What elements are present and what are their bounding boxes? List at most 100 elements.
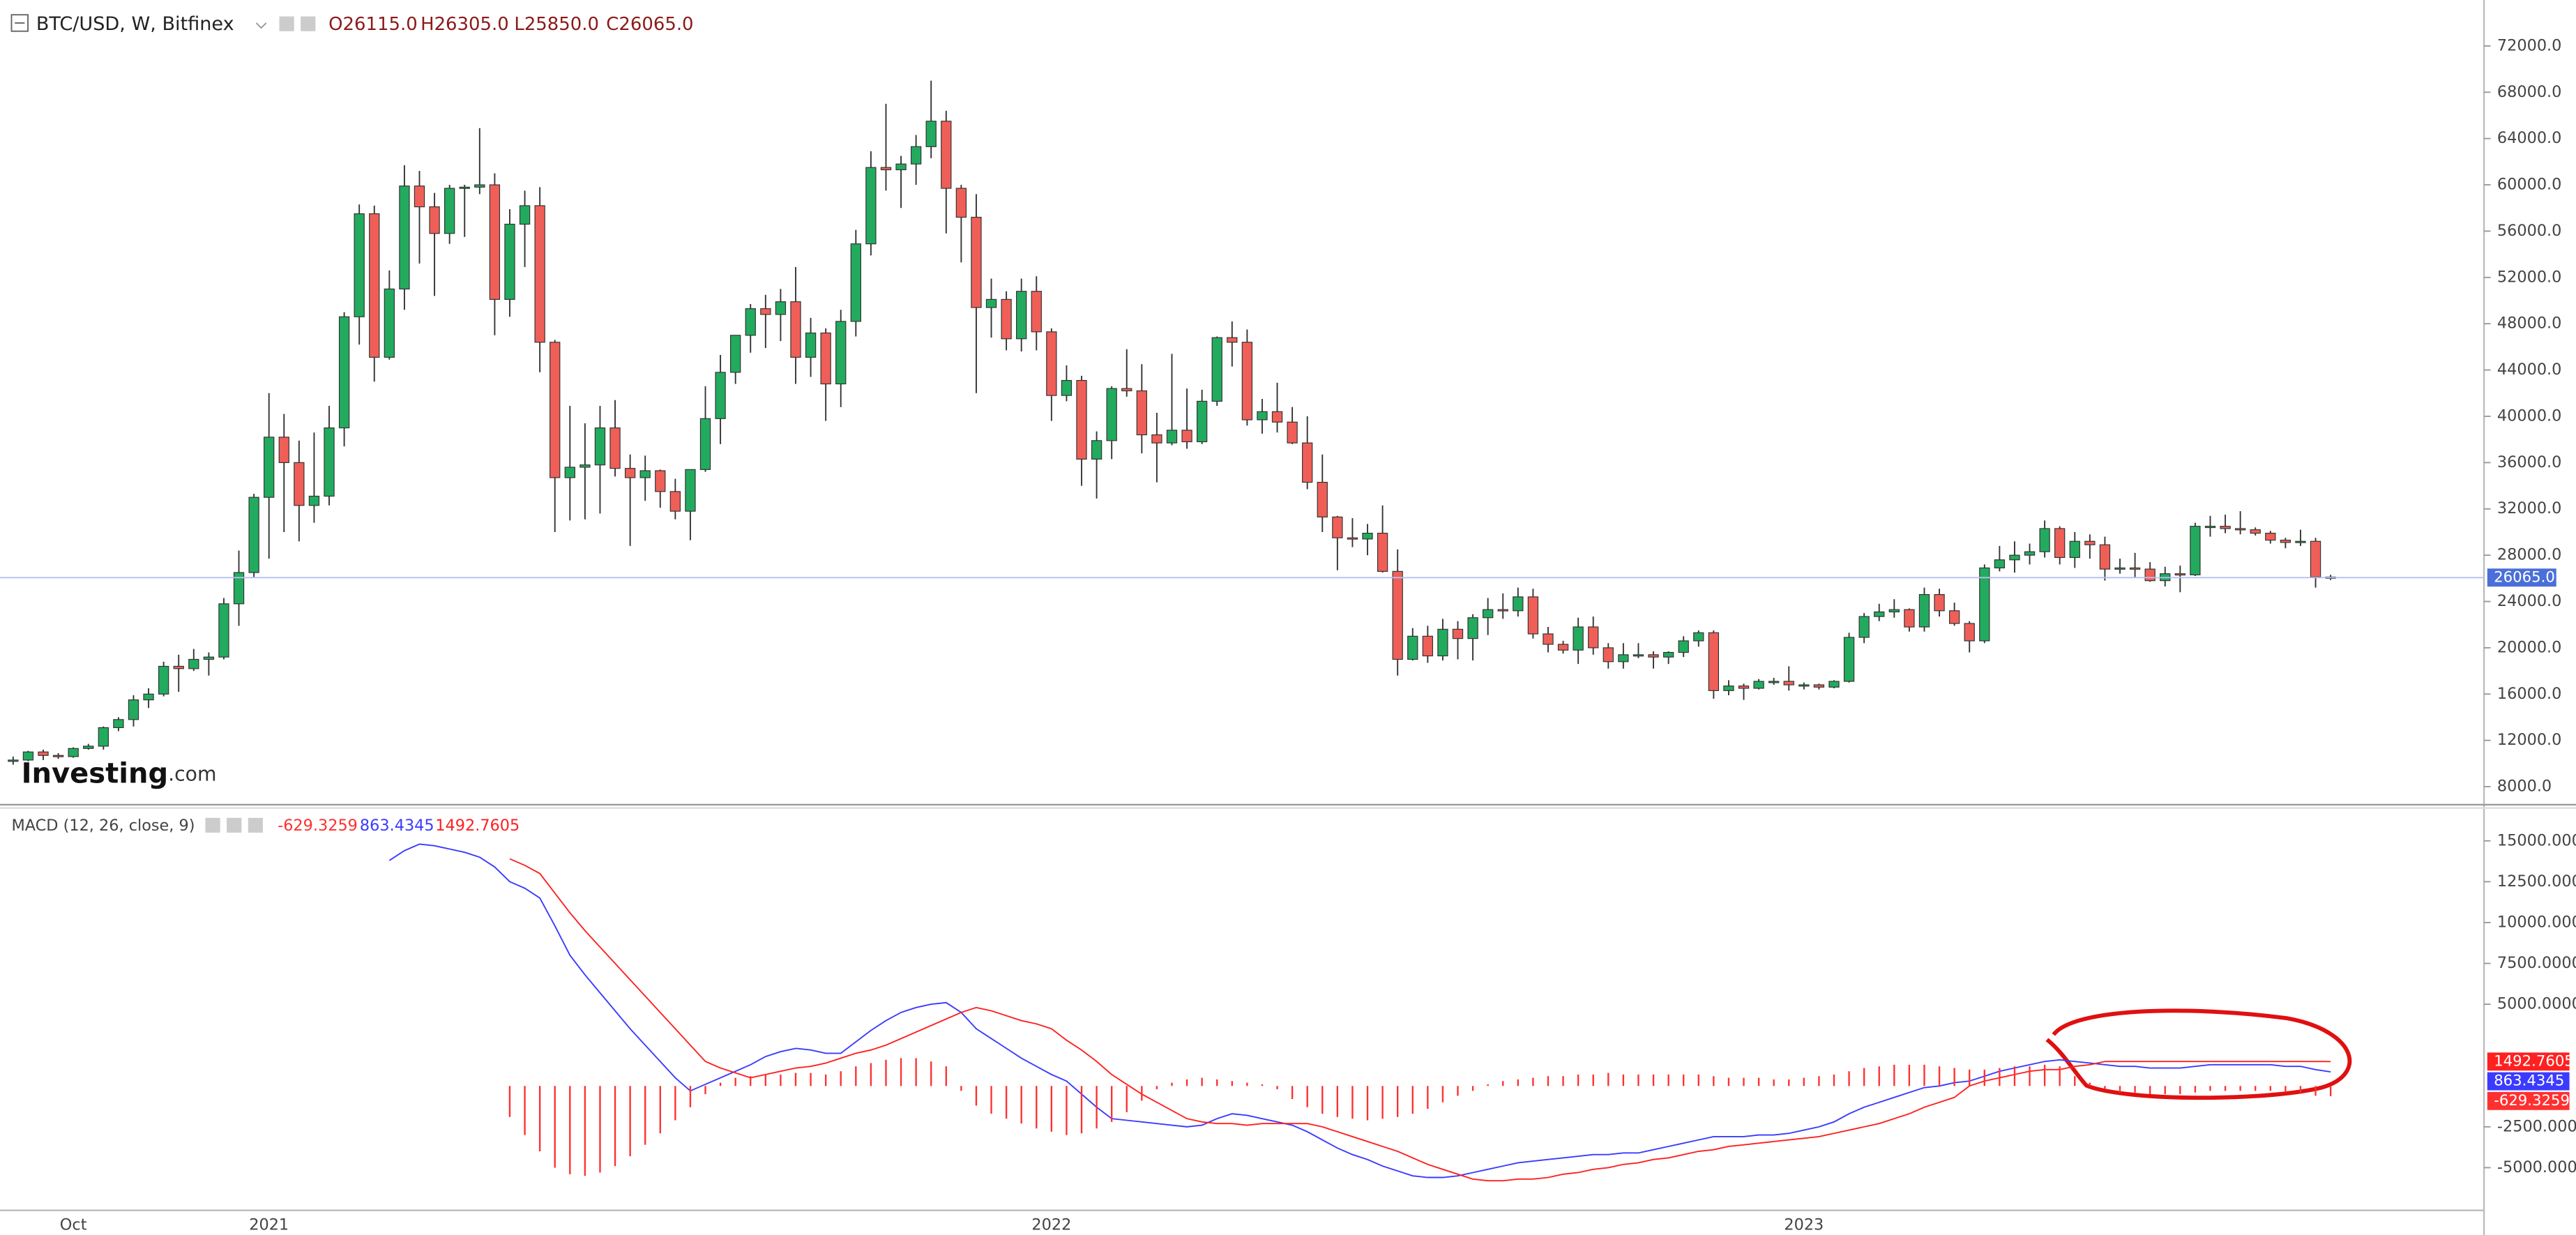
candle-body	[218, 603, 229, 658]
settings-icon[interactable]	[227, 817, 242, 833]
y-tick-label: 20000.0	[2497, 638, 2561, 656]
y-tick-label: 60000.0	[2497, 176, 2561, 194]
candle-body	[1662, 651, 1674, 658]
candle-body	[685, 469, 696, 512]
candle-body	[609, 427, 621, 469]
candle-body	[880, 167, 892, 171]
candle-body	[1994, 559, 2006, 568]
candle-body	[264, 437, 275, 498]
candle-body	[504, 223, 515, 300]
candle-body	[338, 316, 350, 429]
y-tick-label: 28000.0	[2497, 546, 2561, 564]
candle-body	[173, 665, 184, 669]
value-tag	[2487, 1052, 2570, 1071]
candle-body	[1527, 596, 1539, 635]
candle-body	[128, 699, 139, 720]
candle-body	[1151, 434, 1162, 444]
settings-icon[interactable]	[205, 817, 220, 833]
candle-body	[1091, 440, 1103, 460]
candle-body	[1843, 637, 1855, 682]
candle-body	[2144, 568, 2155, 582]
candle-body	[1693, 632, 1704, 642]
indicator-title: MACD (12, 26, close, 9)	[11, 817, 195, 835]
candle-body	[1768, 681, 1780, 683]
candle-body	[1979, 567, 1990, 642]
candle-body	[1407, 635, 1418, 660]
candle-body	[2024, 551, 2036, 556]
candle-body	[1181, 430, 1192, 443]
candle-body	[1271, 411, 1283, 423]
candle-body	[1332, 516, 1343, 538]
candle-body	[52, 755, 64, 757]
candle-body	[1948, 610, 1960, 624]
settings-icon[interactable]	[301, 16, 316, 31]
candle-body	[2295, 540, 2306, 543]
high-label: H26305.0	[421, 14, 509, 35]
candle-body	[399, 185, 410, 290]
candle-body	[1136, 390, 1147, 436]
annotation-ellipse	[2045, 1008, 2352, 1100]
candle-body	[1287, 421, 1298, 444]
candle-body	[1452, 628, 1464, 639]
y-tick-label: 10000.0000	[2497, 913, 2576, 931]
value-tag-label: 863.4345	[2494, 1072, 2564, 1089]
y-tick-label: 68000.0	[2497, 83, 2561, 101]
candle-body	[1543, 633, 1554, 645]
settings-icon[interactable]	[279, 16, 294, 31]
candle-body	[941, 121, 952, 189]
value-tag	[2487, 1091, 2570, 1110]
candle-body	[1723, 685, 1734, 691]
y-tick-label: 64000.0	[2497, 129, 2561, 147]
value-tag	[2487, 1072, 2570, 1091]
dropdown-icon[interactable]	[255, 22, 267, 29]
candle-body	[1422, 635, 1433, 657]
candle-body	[1632, 654, 1644, 657]
candle-body	[1392, 570, 1403, 660]
candle-body	[8, 759, 19, 762]
candle-body	[2250, 529, 2261, 534]
candle-body	[308, 495, 320, 506]
candle-body	[550, 342, 561, 478]
candle-body	[1678, 640, 1689, 653]
candle-body	[955, 188, 967, 218]
candle-body	[384, 288, 395, 358]
y-tick-label: -5000.0000	[2497, 1158, 2576, 1176]
candle-body	[2174, 573, 2185, 576]
candle-body	[2084, 540, 2096, 545]
candle-body	[1858, 616, 1870, 638]
candle-body	[2280, 539, 2291, 543]
y-tick-label: 52000.0	[2497, 268, 2561, 286]
x-tick-label: 2022	[1031, 1215, 1071, 1234]
candle-body	[2129, 567, 2141, 570]
y-tick-label: 40000.0	[2497, 407, 2561, 425]
candle-body	[68, 748, 79, 757]
candle-body	[1362, 533, 1373, 540]
y-tick-label: 48000.0	[2497, 315, 2561, 333]
candle-body	[1828, 681, 1840, 688]
candle-body	[1783, 681, 1794, 685]
candle-body	[1513, 596, 1524, 612]
candle-body	[444, 188, 455, 234]
candle-body	[2204, 526, 2216, 529]
close-icon[interactable]	[248, 817, 263, 833]
candle-body	[1708, 632, 1720, 691]
candle-body	[1874, 611, 1885, 617]
candle-body	[1061, 379, 1073, 396]
collapse-icon[interactable]	[10, 14, 29, 32]
candle-body	[113, 719, 124, 729]
candle-body	[1437, 628, 1448, 657]
candle-body	[1888, 609, 1900, 613]
y-tick-label: 24000.0	[2497, 592, 2561, 610]
candle-body	[1196, 400, 1208, 443]
y-tick-label: 15000.0000	[2497, 831, 2576, 849]
value-tag-label: 1492.7605	[2494, 1052, 2574, 1069]
candle-body	[655, 470, 666, 492]
chart-title: BTC/USD, W, Bitfinex	[36, 13, 234, 35]
candle-body	[1798, 684, 1810, 687]
candle-body	[158, 665, 169, 695]
candle-body	[715, 372, 726, 419]
candle-body	[1166, 430, 1178, 444]
candle-body	[1001, 298, 1012, 340]
candle-body	[1467, 617, 1478, 639]
candle-body	[775, 301, 787, 315]
